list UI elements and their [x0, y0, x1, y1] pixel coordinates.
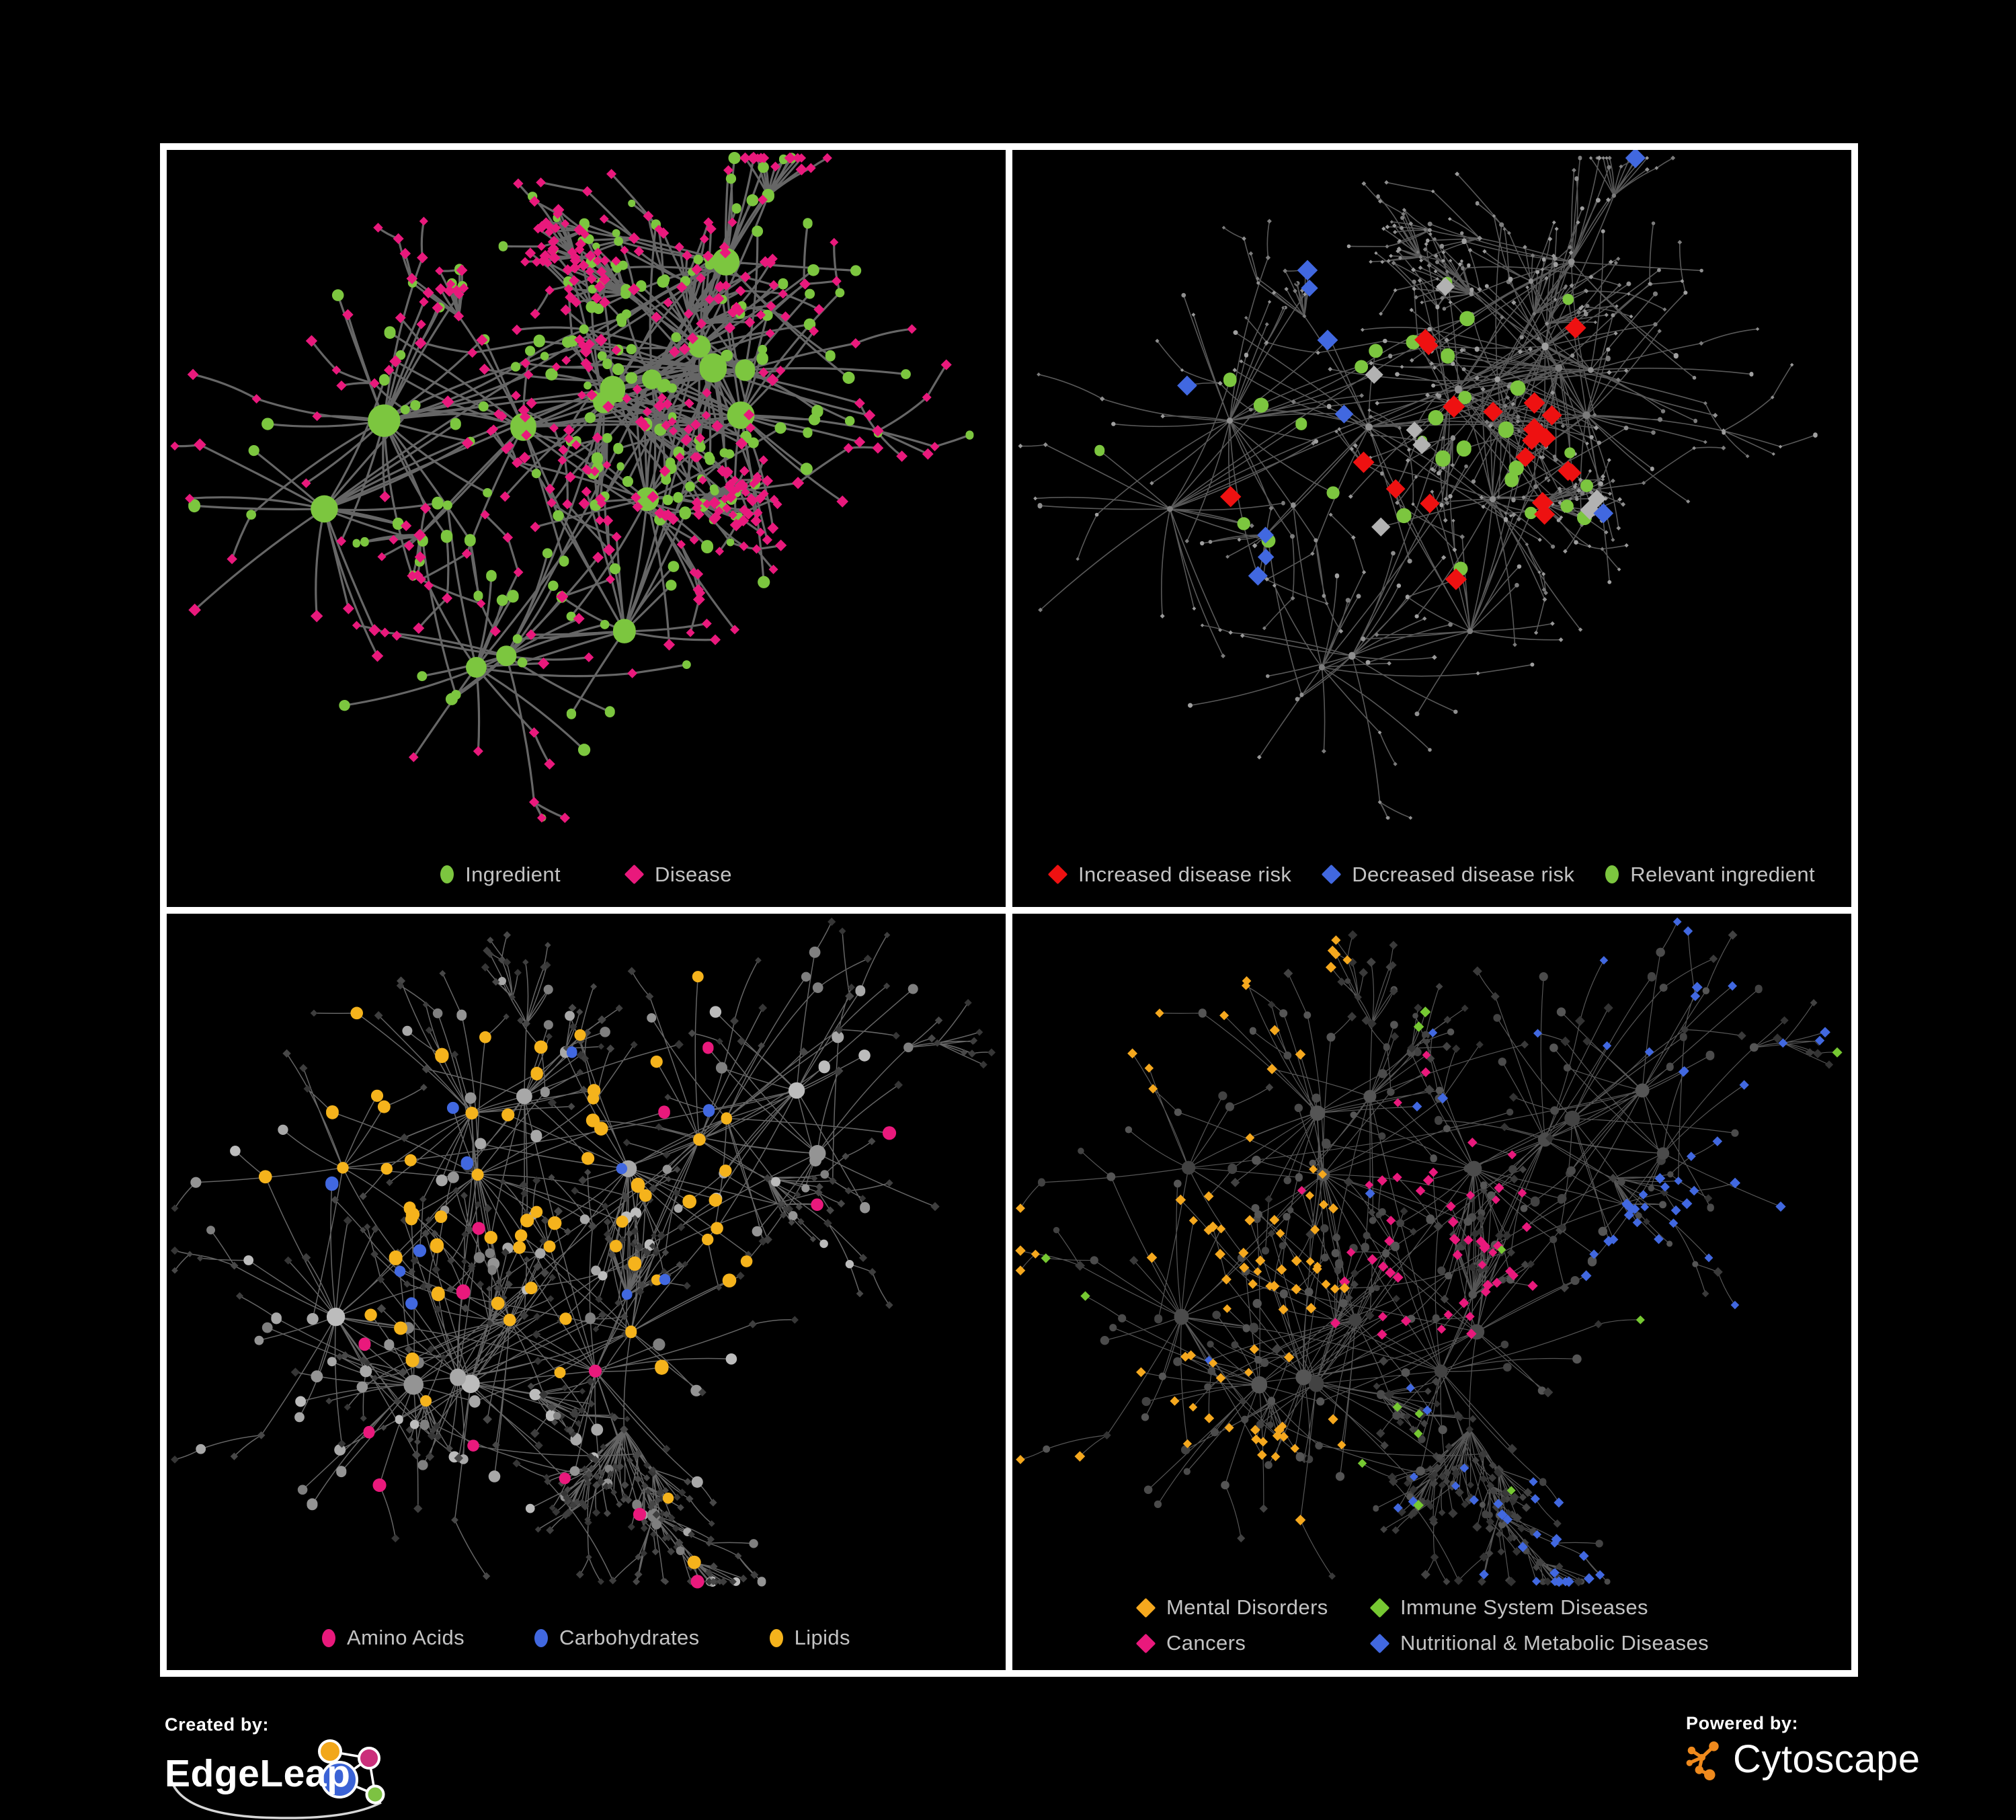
network-nodes: [1102, 930, 1834, 1587]
network-nodes: [1015, 935, 1353, 1526]
edgeleap-node-magenta: [358, 1747, 380, 1770]
panel-nutrient-class-network: Amino Acids Carbohydrates Lipids: [167, 913, 1006, 1670]
panel-grid: Ingredient Disease Increased disease risk…: [160, 143, 1858, 1677]
disease-category-network: [1015, 917, 1843, 1587]
nutrient-class-network: [170, 917, 996, 1588]
edgeleap-wordmark: EdgeLeap: [165, 1752, 351, 1795]
network-nodes: [171, 931, 968, 1585]
edgeleap-logo: EdgeLeap: [165, 1737, 401, 1819]
edgeleap-logo-icon: [169, 1739, 385, 1819]
panel-disease-risk-network: Increased disease risk Decreased disease …: [1012, 150, 1851, 907]
network-nodes: [1041, 1006, 1843, 1511]
network-nodes: [170, 917, 996, 1585]
edgeleap-node-orange: [318, 1739, 342, 1764]
powered-by-label: Powered by:: [1686, 1713, 1799, 1733]
panel-disease-category-network: Mental Disorders Immune System Diseases Ca…: [1012, 913, 1851, 1670]
cytoscape-logo-icon: [1686, 1741, 1719, 1780]
network-edges: [174, 921, 992, 1582]
disease-risk-network: [1018, 150, 1818, 820]
edgeleap-swoosh: [169, 1775, 382, 1819]
network-nodes: [1037, 155, 1775, 820]
edgeleap-node-blue: [321, 1761, 358, 1798]
edgeleap-node-green: [365, 1784, 385, 1805]
cytoscape-wordmark: Cytoscape: [1733, 1737, 1921, 1781]
cytoscape-attribution: Powered by: Cytosc: [1683, 1713, 1921, 1782]
panel-ingredient-disease-network: Ingredient Disease: [167, 150, 1006, 907]
network-nodes: [258, 970, 753, 1569]
edgeleap-attribution: Created by: EdgeLeap: [165, 1714, 401, 1819]
network-nodes: [1365, 277, 1607, 537]
ingredient-disease-network: [170, 151, 974, 824]
network-edges: [1020, 157, 1816, 819]
network-nodes: [1018, 155, 1794, 820]
network-edges: [1020, 921, 1838, 1582]
created-by-label: Created by:: [165, 1714, 270, 1735]
